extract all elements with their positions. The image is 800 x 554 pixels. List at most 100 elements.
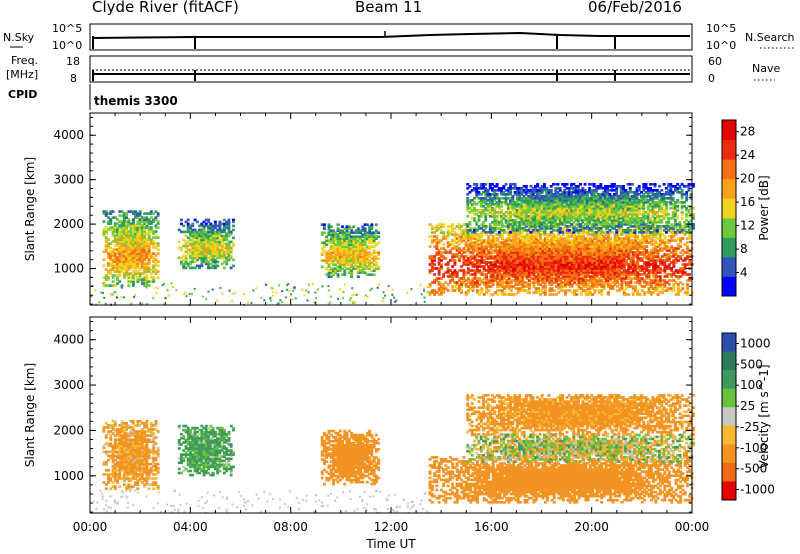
echo-cell bbox=[524, 185, 528, 188]
echo-cell bbox=[505, 223, 509, 226]
echo-cell bbox=[604, 245, 608, 248]
echo-cell bbox=[568, 259, 572, 262]
echo-cell bbox=[227, 232, 231, 236]
echo-cell bbox=[543, 275, 547, 278]
echo-cell bbox=[512, 249, 516, 252]
echo-cell bbox=[332, 263, 335, 266]
nsky-tick-top: 10^5 bbox=[52, 22, 82, 35]
echo-cell bbox=[575, 253, 579, 256]
echo-cell bbox=[507, 247, 511, 250]
echo-cell bbox=[588, 263, 592, 266]
echo-cell bbox=[509, 233, 513, 236]
echo-cell bbox=[125, 222, 128, 225]
echo-cell bbox=[343, 269, 347, 272]
echo-cell bbox=[211, 226, 215, 230]
echo-cell bbox=[352, 247, 356, 250]
echo-cell bbox=[149, 216, 153, 219]
echo-cell bbox=[354, 235, 358, 238]
echo-cell bbox=[629, 259, 633, 262]
echo-cell bbox=[607, 237, 610, 240]
echo-cell bbox=[140, 230, 144, 233]
echo-cell bbox=[107, 244, 110, 247]
echo-cell bbox=[430, 265, 434, 268]
echo-cell bbox=[552, 293, 556, 296]
echo-cell bbox=[211, 232, 215, 236]
echo-cell bbox=[634, 241, 637, 244]
echo-cell bbox=[332, 235, 335, 238]
echo-cell bbox=[227, 220, 231, 224]
echo-cell bbox=[134, 230, 137, 233]
echo-cell bbox=[138, 238, 142, 241]
echo-cell bbox=[147, 222, 151, 225]
echo-cell bbox=[356, 257, 360, 260]
echo-cell bbox=[500, 233, 504, 236]
echo-cell bbox=[525, 259, 529, 262]
echo-cell bbox=[446, 229, 450, 232]
echo-cell bbox=[534, 237, 538, 240]
echo-cell bbox=[147, 268, 151, 271]
echo-cell bbox=[202, 240, 206, 244]
echo-cell bbox=[494, 275, 497, 278]
echo-cell bbox=[584, 255, 588, 258]
echo-cell bbox=[548, 279, 552, 282]
echo-cell bbox=[541, 249, 545, 252]
echo-cell bbox=[552, 255, 556, 258]
echo-cell bbox=[370, 269, 374, 272]
echo-cell bbox=[498, 255, 502, 258]
echo-cell bbox=[509, 287, 513, 290]
echo-cell bbox=[559, 241, 563, 244]
echo-cell bbox=[555, 237, 558, 240]
echo-cell bbox=[600, 237, 604, 240]
echo-cell bbox=[122, 242, 126, 245]
echo-cell bbox=[541, 259, 545, 262]
echo-cell bbox=[491, 237, 495, 240]
echo-cell bbox=[539, 273, 543, 276]
echo-cell bbox=[602, 281, 606, 284]
echo-cell bbox=[638, 293, 642, 296]
echo-cell bbox=[498, 273, 502, 276]
echo-cell bbox=[521, 237, 525, 240]
echo-cell bbox=[140, 248, 144, 251]
echo-cell bbox=[480, 255, 484, 258]
echo-cell bbox=[466, 215, 470, 218]
echo-cell bbox=[131, 238, 135, 241]
echo-cell bbox=[491, 255, 495, 258]
echo-cell bbox=[566, 243, 570, 246]
echo-cell bbox=[111, 266, 115, 269]
echo-cell bbox=[518, 289, 522, 292]
echo-cell bbox=[439, 231, 443, 234]
echo-cell bbox=[582, 239, 585, 242]
echo-cell bbox=[489, 293, 493, 296]
echo-cell bbox=[512, 265, 516, 268]
echo-cell bbox=[329, 247, 333, 250]
echo-cell bbox=[131, 250, 135, 253]
echo-cell bbox=[557, 241, 561, 244]
echo-cell bbox=[537, 271, 540, 274]
echo-cell bbox=[143, 264, 147, 267]
echo-cell bbox=[229, 248, 233, 252]
echo-cell bbox=[145, 238, 149, 241]
echo-cell bbox=[600, 281, 604, 284]
echo-cell bbox=[143, 250, 147, 253]
echo-cell bbox=[109, 210, 113, 213]
echo-cell bbox=[634, 245, 637, 248]
echo-cell bbox=[222, 266, 226, 270]
echo-cell bbox=[127, 210, 131, 213]
echo-cell bbox=[365, 223, 369, 226]
echo-cell bbox=[618, 233, 622, 236]
echo-cell bbox=[143, 266, 147, 269]
echo-cell bbox=[437, 261, 441, 264]
echo-cell bbox=[616, 261, 619, 264]
echo-cell bbox=[107, 272, 110, 275]
echo-cell bbox=[359, 231, 362, 234]
echo-cell bbox=[570, 231, 574, 234]
echo-cell bbox=[327, 255, 331, 258]
echo-cell bbox=[377, 265, 381, 268]
echo-cell bbox=[433, 231, 436, 234]
echo-cell bbox=[629, 247, 633, 250]
echo-cell bbox=[616, 241, 619, 244]
echo-cell bbox=[577, 261, 581, 264]
echo-cell bbox=[575, 255, 579, 258]
echo-cell bbox=[566, 241, 570, 244]
